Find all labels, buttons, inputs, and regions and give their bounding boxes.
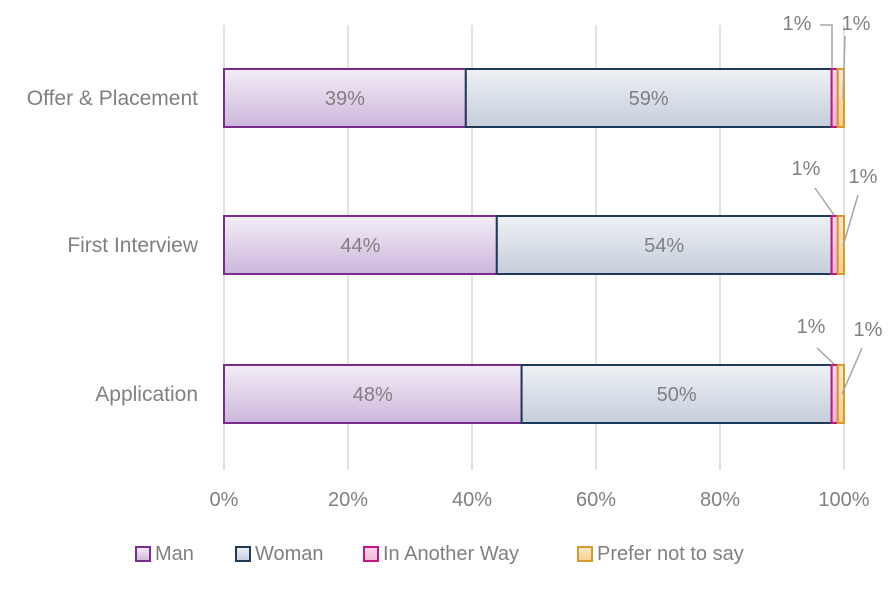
legend-swatch-man xyxy=(135,546,151,562)
leader-line-offer-placement-in-another-way xyxy=(820,24,833,68)
data-label-offer-placement-prefer-not-to-say: 1% xyxy=(842,13,871,35)
x-tick-label-0: 0% xyxy=(210,489,239,511)
leader-line-first-interview-in-another-way xyxy=(814,187,835,216)
leader-line-offer-placement-prefer-not-to-say xyxy=(842,35,846,101)
legend-label-in-another-way: In Another Way xyxy=(383,543,519,565)
data-label-application-in-another-way: 1% xyxy=(797,316,826,338)
bar-offer-placement-man xyxy=(223,68,467,128)
x-tick-labels: 0% 20% 40% 60% 80% 100% xyxy=(210,489,870,511)
legend-swatch-prefer-not-to-say xyxy=(577,546,593,562)
x-tick-label-80: 80% xyxy=(700,489,740,511)
legend-label-prefer-not-to-say: Prefer not to say xyxy=(597,543,744,565)
data-label-application-man: 48% xyxy=(353,384,393,406)
category-label-offer-placement: Offer & Placement xyxy=(27,87,198,110)
legend-label-woman: Woman xyxy=(255,543,324,565)
bar-application-man xyxy=(223,364,523,424)
leader-line-application-prefer-not-to-say xyxy=(841,347,863,395)
bar-offer-placement-prefer-not-to-say xyxy=(836,68,845,128)
data-label-first-interview-in-another-way: 1% xyxy=(792,158,821,180)
bar-first-interview-woman xyxy=(495,215,833,275)
category-label-first-interview: First Interview xyxy=(67,234,199,257)
leader-line-first-interview-prefer-not-to-say xyxy=(842,194,859,247)
legend-swatch-woman xyxy=(235,546,251,562)
x-tick-label-20: 20% xyxy=(328,489,368,511)
category-labels: Offer & Placement First Interview Applicat… xyxy=(27,87,199,406)
bar-first-interview-man xyxy=(223,215,498,275)
x-tick-label-100: 100% xyxy=(818,489,869,511)
data-label-first-interview-prefer-not-to-say: 1% xyxy=(849,166,878,188)
legend-swatch-in-another-way xyxy=(363,546,379,562)
data-label-offer-placement-man: 39% xyxy=(325,88,365,110)
data-label-first-interview-woman: 54% xyxy=(644,235,684,257)
data-label-application-prefer-not-to-say: 1% xyxy=(854,319,883,341)
leader-line-application-in-another-way xyxy=(816,347,835,365)
x-tick-label-40: 40% xyxy=(452,489,492,511)
data-label-application-woman: 50% xyxy=(657,384,697,406)
bars: 39% 59% 1% 1% 44% 54% 1% 1% 48% 50% 1% 1% xyxy=(223,13,883,424)
x-tick-label-60: 60% xyxy=(576,489,616,511)
bar-application-prefer-not-to-say xyxy=(836,364,845,424)
data-label-offer-placement-woman: 59% xyxy=(629,88,669,110)
legend-label-man: Man xyxy=(155,543,194,565)
data-label-first-interview-man: 44% xyxy=(340,235,380,257)
legend: Man Woman In Another Way Prefer not to say xyxy=(135,543,744,565)
category-label-application: Application xyxy=(95,383,198,406)
data-label-offer-placement-in-another-way: 1% xyxy=(783,13,812,35)
